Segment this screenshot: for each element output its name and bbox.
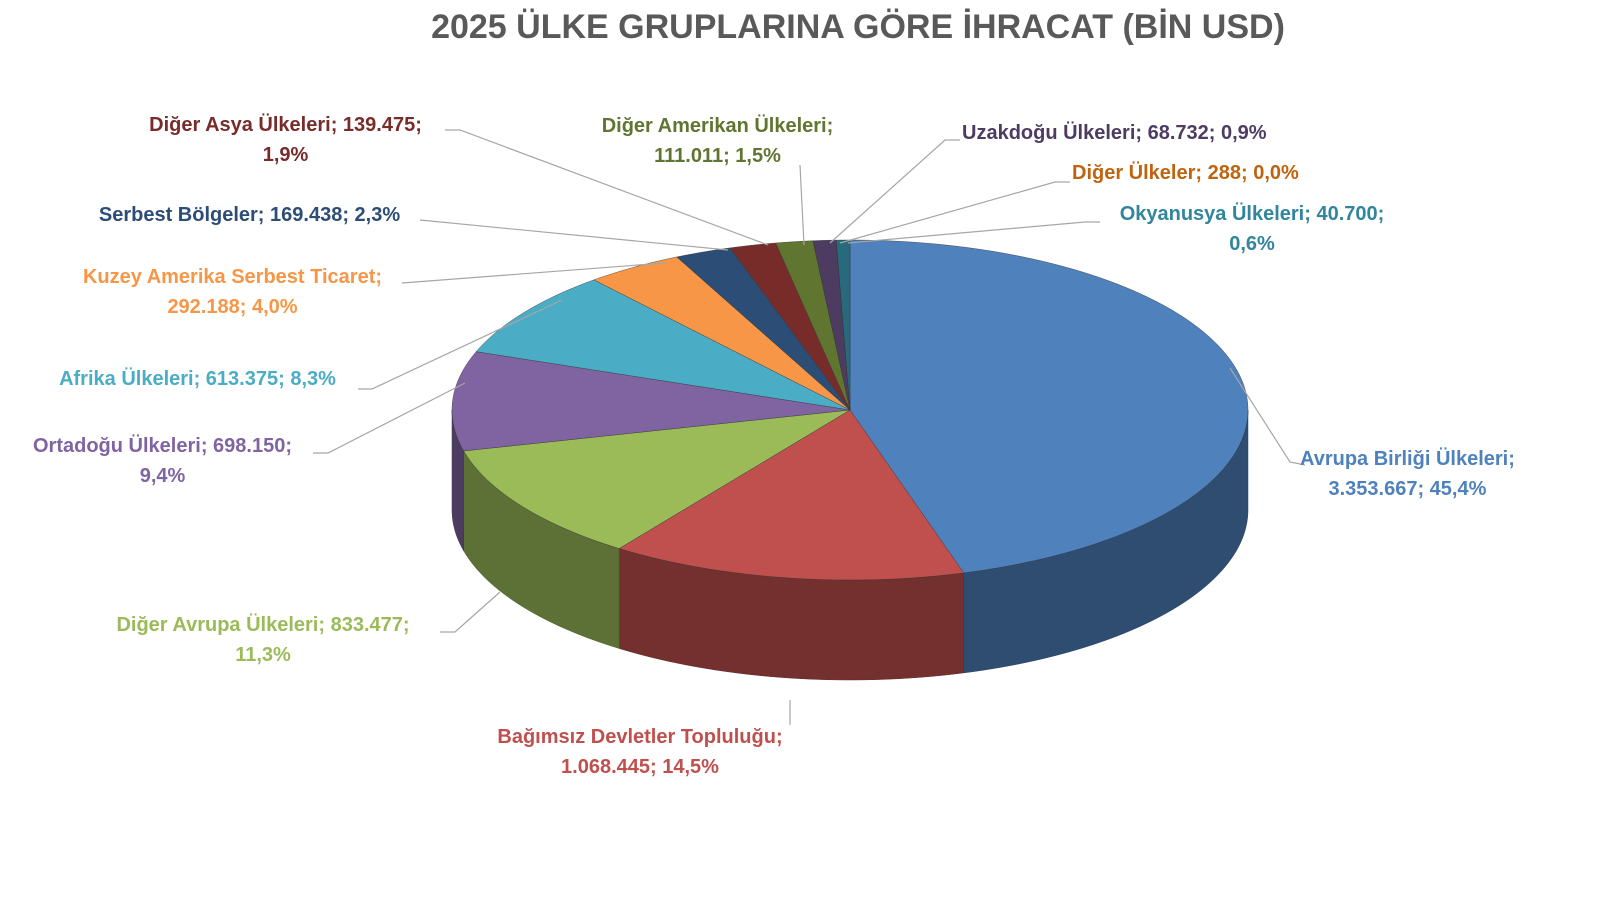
label-diger-amerikan: Diğer Amerikan Ülkeleri; 111.011; 1,5% [601, 115, 834, 167]
chart-title: 2025 ÜLKE GRUPLARINA GÖRE İHRACAT (BİN U… [431, 8, 1285, 46]
leader-line-6 [419, 219, 729, 251]
leader-line-5 [401, 262, 666, 284]
pie-slice-4 [475, 279, 851, 411]
pie-slice-8 [775, 240, 851, 411]
label-kuzey-amerika: Kuzey Amerika Serbest Ticaret; 292.188; 4… [82, 266, 383, 318]
leader-line-0 [1229, 367, 1306, 466]
pie-slice-6 [676, 247, 851, 411]
label-afrika: Afrika Ülkeleri; 613.375; 8,3% [59, 368, 336, 390]
pie-slice-2 [463, 409, 851, 549]
pie-slice-0 [849, 239, 1249, 574]
label-diger-asya: Diğer Asya Ülkeleri; 139.475; 1,9% [149, 114, 422, 166]
label-serbest-bolgeler: Serbest Bölgeler; 169.438; 2,3% [98, 204, 401, 226]
pie-slice-1 [618, 409, 965, 581]
label-bdt: Bağımsız Devletler Topluluğu; 1.068.445; … [497, 726, 783, 778]
label-uzakdogu: Uzakdoğu Ülkeleri; 68.732; 0,9% [962, 122, 1267, 144]
pie-slice-7 [729, 242, 851, 411]
leader-line-10 [839, 181, 1070, 244]
leader-line-4 [358, 299, 563, 390]
label-diger-avrupa: Diğer Avrupa Ülkeleri; 833.477; 11,3% [116, 614, 410, 666]
label-diger-ulkeler: Diğer Ülkeler; 288; 0,0% [1072, 162, 1299, 184]
leader-line-9 [829, 139, 960, 244]
label-avrupa-birligi: Avrupa Birliği Ülkeleri; 3.353.667; 45,4% [1300, 448, 1515, 500]
leader-line-7 [445, 129, 769, 246]
leader-line-2 [440, 591, 501, 633]
pie-slice-11 [836, 239, 851, 411]
label-ortadogu: Ortadoğu Ülkeleri; 698.150; 9,4% [33, 435, 292, 487]
pie-slice-5 [593, 256, 851, 411]
leader-line-11 [847, 221, 1100, 244]
leader-line-8 [799, 164, 805, 246]
leader-line-3 [313, 382, 466, 454]
label-okyanusya: Okyanusya Ülkeleri; 40.700; 0,6% [1119, 203, 1385, 255]
pie-slice-3 [451, 351, 851, 452]
